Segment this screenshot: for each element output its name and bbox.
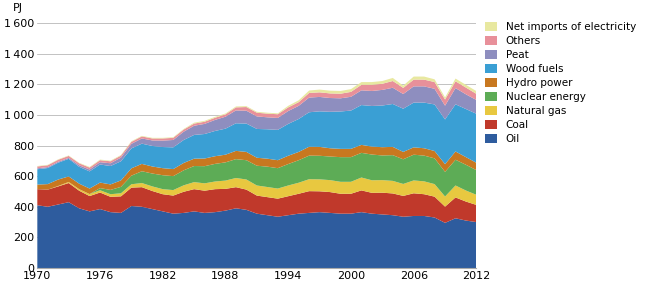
Text: PJ: PJ [13,3,23,13]
Legend: Net imports of electricity, Others, Peat, Wood fuels, Hydro power, Nuclear energ: Net imports of electricity, Others, Peat… [481,18,640,148]
